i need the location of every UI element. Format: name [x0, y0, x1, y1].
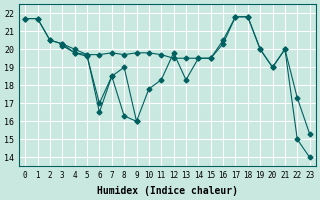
X-axis label: Humidex (Indice chaleur): Humidex (Indice chaleur) — [97, 186, 238, 196]
